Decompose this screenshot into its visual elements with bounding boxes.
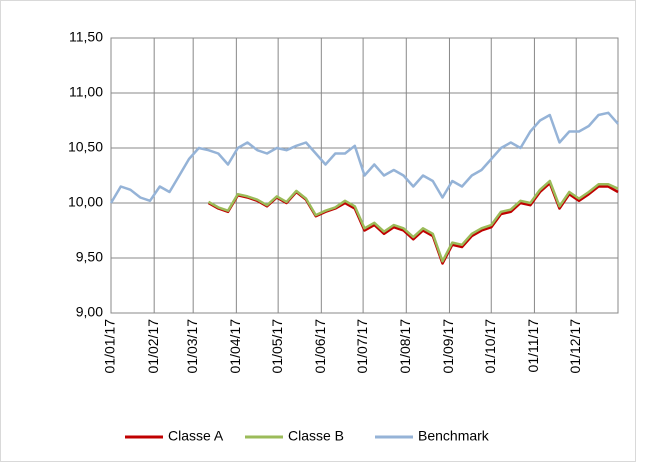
legend-label: Classe A	[168, 428, 224, 444]
y-tick-label: 9,50	[76, 249, 103, 265]
y-tick-label: 9,00	[76, 304, 103, 320]
y-tick-label: 11,50	[69, 29, 103, 45]
x-tick-label: 01/05/17	[269, 319, 285, 374]
x-tick-label: 01/01/17	[102, 319, 118, 374]
y-tick-label: 10,50	[68, 139, 103, 155]
x-tick-label: 01/04/17	[227, 319, 243, 374]
x-tick-label: 01/08/17	[397, 319, 413, 374]
x-tick-label: 01/10/17	[482, 319, 498, 374]
legend-label: Benchmark	[418, 428, 490, 444]
x-tick-label: 01/12/17	[567, 319, 583, 374]
x-tick-label: 01/09/17	[440, 319, 456, 374]
x-tick-label: 01/06/17	[312, 319, 328, 374]
y-tick-label: 11,00	[69, 84, 103, 100]
x-tick-label: 01/03/17	[184, 319, 200, 374]
y-tick-label: 10,00	[68, 194, 103, 210]
x-tick-label: 01/07/17	[354, 319, 370, 374]
x-tick-label: 01/02/17	[145, 319, 161, 374]
line-series	[109, 111, 619, 204]
chart-border	[0, 0, 636, 462]
legend-label: Classe B	[288, 428, 344, 444]
line-series	[207, 179, 619, 263]
x-tick-label: 01/11/17	[525, 319, 541, 373]
